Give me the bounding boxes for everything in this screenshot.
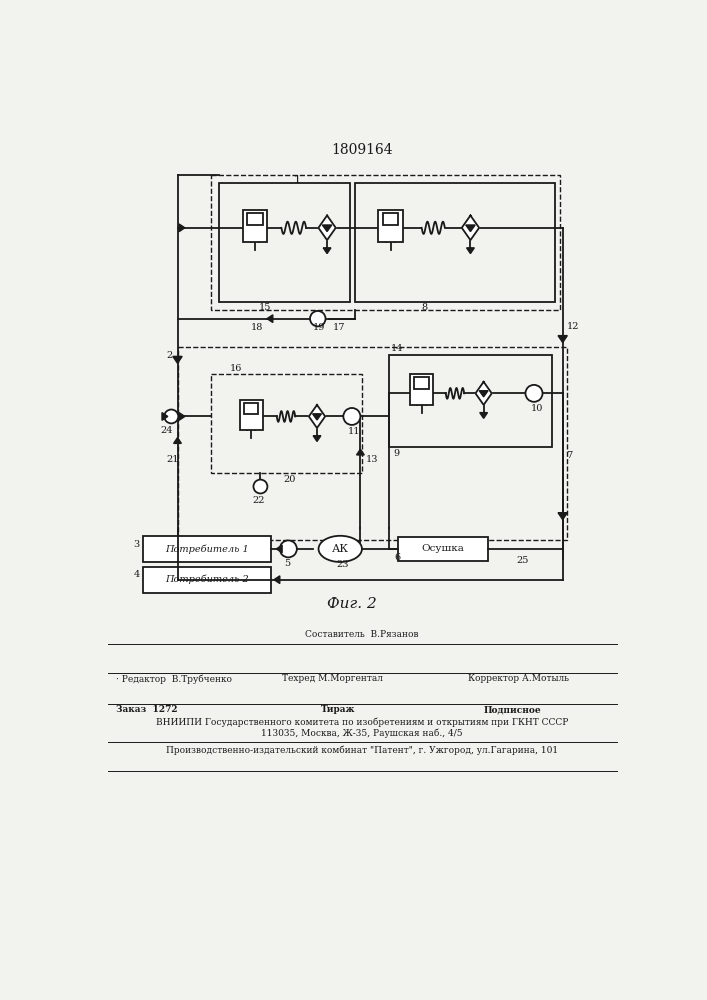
Text: Осушка: Осушка bbox=[421, 544, 464, 553]
Circle shape bbox=[525, 385, 542, 402]
Text: 21: 21 bbox=[167, 455, 179, 464]
Polygon shape bbox=[267, 315, 273, 323]
Bar bbox=[247, 213, 263, 225]
Text: 9: 9 bbox=[393, 449, 399, 458]
Text: Корректор А.Мотыль: Корректор А.Мотыль bbox=[468, 674, 569, 683]
Text: Техред М.Моргентал: Техред М.Моргентал bbox=[282, 674, 383, 683]
Polygon shape bbox=[309, 405, 325, 428]
Polygon shape bbox=[312, 414, 322, 420]
Text: · Редактор  В.Трубченко: · Редактор В.Трубченко bbox=[115, 674, 231, 684]
Text: 11: 11 bbox=[348, 427, 361, 436]
Polygon shape bbox=[162, 413, 168, 420]
Polygon shape bbox=[322, 225, 332, 232]
Bar bbox=[143, 536, 271, 562]
Text: 19: 19 bbox=[313, 323, 325, 332]
Bar bbox=[240, 400, 263, 430]
Polygon shape bbox=[179, 413, 185, 420]
Polygon shape bbox=[467, 248, 474, 254]
Bar bbox=[398, 537, 488, 561]
Text: 6: 6 bbox=[395, 553, 401, 562]
Bar bbox=[378, 210, 403, 242]
Bar bbox=[243, 210, 267, 242]
Bar bbox=[244, 403, 258, 414]
Polygon shape bbox=[558, 513, 567, 520]
Bar bbox=[383, 213, 398, 225]
Text: 17: 17 bbox=[332, 323, 345, 332]
Polygon shape bbox=[173, 356, 182, 363]
Circle shape bbox=[164, 410, 178, 423]
Bar bbox=[218, 183, 351, 302]
Polygon shape bbox=[480, 413, 488, 418]
Text: 113035, Москва, Ж-35, Раушская наб., 4/5: 113035, Москва, Ж-35, Раушская наб., 4/5 bbox=[261, 728, 463, 738]
Bar bbox=[389, 355, 552, 447]
Text: 3: 3 bbox=[134, 540, 139, 549]
Circle shape bbox=[344, 408, 361, 425]
Text: ВНИИПИ Государственного комитета по изобретениям и открытиям при ГКНТ СССР: ВНИИПИ Государственного комитета по изоб… bbox=[156, 718, 568, 727]
Text: 13: 13 bbox=[366, 455, 378, 464]
Polygon shape bbox=[356, 449, 364, 455]
Bar bbox=[211, 374, 362, 473]
Text: Потребитель 1: Потребитель 1 bbox=[165, 544, 248, 554]
Text: Заказ  1272: Заказ 1272 bbox=[115, 705, 177, 714]
Polygon shape bbox=[476, 382, 492, 405]
Polygon shape bbox=[558, 336, 567, 343]
Polygon shape bbox=[313, 436, 321, 441]
Bar bbox=[211, 175, 559, 310]
Text: 14: 14 bbox=[391, 344, 403, 353]
Text: 16: 16 bbox=[230, 364, 243, 373]
Text: 20: 20 bbox=[284, 475, 296, 484]
Polygon shape bbox=[179, 224, 185, 232]
Text: 23: 23 bbox=[337, 560, 349, 569]
Text: Подписное: Подписное bbox=[484, 705, 542, 714]
Text: Производственно-издательский комбинат "Патент", г. Ужгород, ул.Гагарина, 101: Производственно-издательский комбинат "П… bbox=[166, 745, 558, 755]
Text: 5: 5 bbox=[284, 559, 291, 568]
Text: Составитель  В.Рязанов: Составитель В.Рязанов bbox=[305, 630, 419, 639]
Text: 24: 24 bbox=[160, 426, 173, 435]
Bar bbox=[414, 377, 429, 389]
Polygon shape bbox=[174, 438, 182, 443]
Text: 8: 8 bbox=[421, 303, 428, 312]
Text: 2: 2 bbox=[167, 351, 173, 360]
Text: 15: 15 bbox=[259, 303, 271, 312]
Polygon shape bbox=[276, 545, 282, 553]
Text: 12: 12 bbox=[566, 322, 579, 331]
Polygon shape bbox=[462, 215, 479, 240]
Text: 7: 7 bbox=[566, 451, 573, 460]
Circle shape bbox=[310, 311, 325, 326]
Ellipse shape bbox=[319, 536, 362, 562]
Text: Тираж: Тираж bbox=[321, 705, 356, 714]
Circle shape bbox=[253, 480, 267, 493]
Text: Фиг. 2: Фиг. 2 bbox=[327, 597, 377, 611]
Text: АК: АК bbox=[332, 544, 349, 554]
Text: 1: 1 bbox=[294, 175, 301, 185]
Polygon shape bbox=[274, 576, 280, 584]
Polygon shape bbox=[323, 248, 331, 254]
Bar bbox=[355, 183, 555, 302]
Polygon shape bbox=[318, 215, 336, 240]
Text: 10: 10 bbox=[531, 404, 543, 413]
Bar bbox=[410, 374, 433, 405]
Circle shape bbox=[280, 540, 297, 557]
Text: 1809164: 1809164 bbox=[331, 143, 393, 157]
Polygon shape bbox=[479, 391, 488, 397]
Text: Потребитель 2: Потребитель 2 bbox=[165, 575, 248, 584]
Text: 4: 4 bbox=[134, 570, 139, 579]
Text: 22: 22 bbox=[252, 496, 265, 505]
Bar bbox=[177, 347, 566, 540]
Text: 18: 18 bbox=[251, 323, 264, 332]
Text: 25: 25 bbox=[516, 556, 529, 565]
Polygon shape bbox=[466, 225, 475, 232]
Bar bbox=[143, 567, 271, 593]
